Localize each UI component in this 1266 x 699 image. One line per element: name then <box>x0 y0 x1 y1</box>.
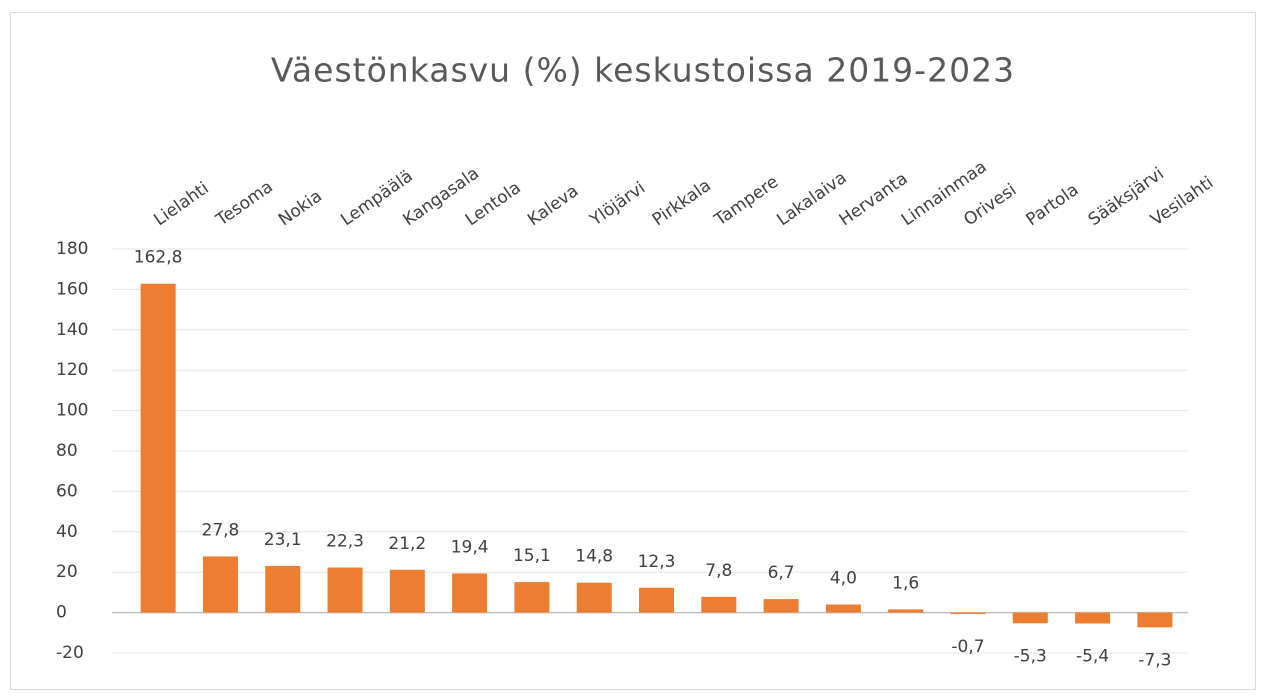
bar <box>825 604 861 613</box>
bar <box>950 612 986 615</box>
y-tick-label: 80 <box>56 441 78 461</box>
data-label: 22,3 <box>326 532 364 552</box>
data-label: 1,6 <box>892 573 919 593</box>
bar <box>202 556 238 613</box>
bar <box>265 565 301 613</box>
y-tick-label: 20 <box>56 562 78 582</box>
y-tick-label: 60 <box>56 481 78 501</box>
chart-frame <box>10 12 1256 690</box>
data-label: -0,7 <box>951 637 984 657</box>
data-label: 162,8 <box>134 248 183 268</box>
data-label: 21,2 <box>388 534 426 554</box>
bar <box>1012 612 1048 624</box>
data-label: 6,7 <box>768 563 795 583</box>
chart-title: Väestönkasvu (%) keskustoissa 2019-2023 <box>271 51 1015 90</box>
bar <box>327 567 363 613</box>
y-tick-label: 40 <box>56 522 78 542</box>
bar <box>452 573 488 613</box>
y-tick-label: 180 <box>56 239 88 259</box>
data-label: 4,0 <box>830 569 857 589</box>
y-tick-label: 100 <box>56 401 88 421</box>
data-label: 19,4 <box>451 537 489 557</box>
data-label: -7,3 <box>1138 650 1171 670</box>
y-tick-label: -20 <box>56 643 84 663</box>
data-label: 7,8 <box>705 561 732 581</box>
bar <box>701 596 737 613</box>
bar <box>763 599 799 613</box>
data-label: -5,3 <box>1014 646 1047 666</box>
y-tick-label: 120 <box>56 360 88 380</box>
bar <box>888 609 924 613</box>
bar <box>639 587 674 613</box>
y-tick-label: 160 <box>56 279 88 299</box>
data-label: 27,8 <box>202 520 240 540</box>
bar <box>514 582 550 613</box>
bar <box>389 569 425 613</box>
bar <box>576 582 612 613</box>
data-label: 12,3 <box>638 552 676 572</box>
data-label: 14,8 <box>575 547 613 567</box>
data-label: 15,1 <box>513 546 551 566</box>
bar <box>1137 612 1173 628</box>
data-label: 23,1 <box>264 530 302 550</box>
bar <box>1075 612 1111 624</box>
data-label: -5,4 <box>1076 647 1109 667</box>
y-tick-label: 0 <box>56 603 67 623</box>
y-tick-label: 140 <box>56 320 88 340</box>
bar <box>140 283 176 613</box>
